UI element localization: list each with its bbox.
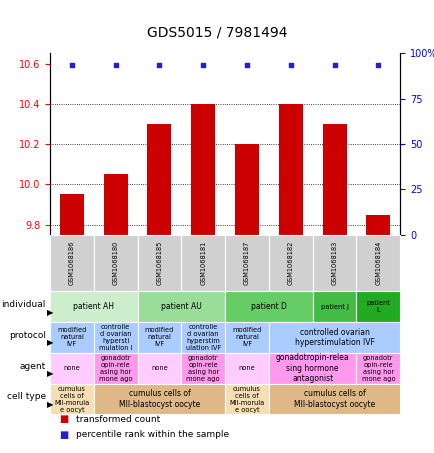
Point (243, 61, 250, 68)
Text: cumulus cells of
MII-blastocyst oocyte: cumulus cells of MII-blastocyst oocyte (118, 390, 200, 409)
Text: agent: agent (20, 361, 46, 371)
Text: gonadotr
opin-rele
asing hor
mone ago: gonadotr opin-rele asing hor mone ago (361, 355, 394, 382)
Bar (322, 124, 346, 235)
Bar (278, 104, 302, 235)
Point (199, 61, 206, 68)
Text: gonadotropin-relea
sing hormone
antagonist: gonadotropin-relea sing hormone antagoni… (275, 353, 349, 383)
Text: cumulus
cells of
MII-morula
e oocyt: cumulus cells of MII-morula e oocyt (229, 386, 264, 413)
Bar (60, 194, 84, 235)
Text: cumulus
cells of
MII-morula
e oocyt: cumulus cells of MII-morula e oocyt (54, 386, 89, 413)
Text: patient D: patient D (250, 302, 286, 311)
Text: cumulus cells of
MII-blastocyst oocyte: cumulus cells of MII-blastocyst oocyte (293, 390, 374, 409)
Bar (365, 215, 389, 235)
Text: patient J: patient J (320, 304, 348, 310)
Text: transformed count: transformed count (76, 414, 160, 424)
Text: individual: individual (1, 300, 46, 309)
Text: GSM1068185: GSM1068185 (156, 241, 162, 285)
Point (286, 61, 293, 68)
Text: ▶: ▶ (46, 369, 53, 378)
Text: ▶: ▶ (46, 308, 53, 317)
Text: GSM1068181: GSM1068181 (200, 241, 206, 285)
Text: percentile rank within the sample: percentile rank within the sample (76, 430, 229, 439)
Text: patient
L: patient L (365, 300, 389, 313)
Text: protocol: protocol (9, 331, 46, 340)
Point (156, 61, 163, 68)
Text: patient AH: patient AH (73, 302, 114, 311)
Bar (234, 144, 258, 235)
Text: modified
natural
IVF: modified natural IVF (57, 328, 86, 347)
Text: none: none (238, 365, 255, 371)
Text: modified
natural
IVF: modified natural IVF (232, 328, 261, 347)
Text: GSM1068182: GSM1068182 (287, 241, 293, 285)
Text: gonadotr
opin-rele
asing hor
mone ago: gonadotr opin-rele asing hor mone ago (186, 355, 220, 382)
Text: GSM1068186: GSM1068186 (69, 241, 75, 285)
Text: GSM1068184: GSM1068184 (375, 241, 381, 285)
Bar (147, 124, 171, 235)
Text: GSM1068187: GSM1068187 (243, 241, 250, 285)
Point (112, 61, 119, 68)
Text: none: none (151, 365, 168, 371)
Text: none: none (63, 365, 80, 371)
Bar (191, 104, 215, 235)
Point (330, 61, 337, 68)
Text: controlle
d ovarian
hyperstim
ulation IVF: controlle d ovarian hyperstim ulation IV… (185, 324, 220, 351)
Text: ■: ■ (59, 430, 68, 440)
Text: controlled ovarian
hyperstimulation IVF: controlled ovarian hyperstimulation IVF (294, 328, 374, 347)
Text: cell type: cell type (7, 392, 46, 401)
Point (374, 61, 381, 68)
Text: patient AU: patient AU (161, 302, 201, 311)
Bar (103, 174, 128, 235)
Text: modified
natural
IVF: modified natural IVF (145, 328, 174, 347)
Text: ■: ■ (59, 414, 68, 424)
Text: gonadotr
opin-rele
asing hor
mone ago: gonadotr opin-rele asing hor mone ago (99, 355, 132, 382)
Text: GSM1068183: GSM1068183 (331, 241, 337, 285)
Point (68, 61, 75, 68)
Text: ▶: ▶ (46, 338, 53, 347)
Text: ▶: ▶ (46, 400, 53, 409)
Text: controlle
d ovarian
hypersti
mulation I: controlle d ovarian hypersti mulation I (99, 324, 132, 351)
Text: GSM1068180: GSM1068180 (112, 241, 118, 285)
Text: GDS5015 / 7981494: GDS5015 / 7981494 (147, 26, 287, 40)
